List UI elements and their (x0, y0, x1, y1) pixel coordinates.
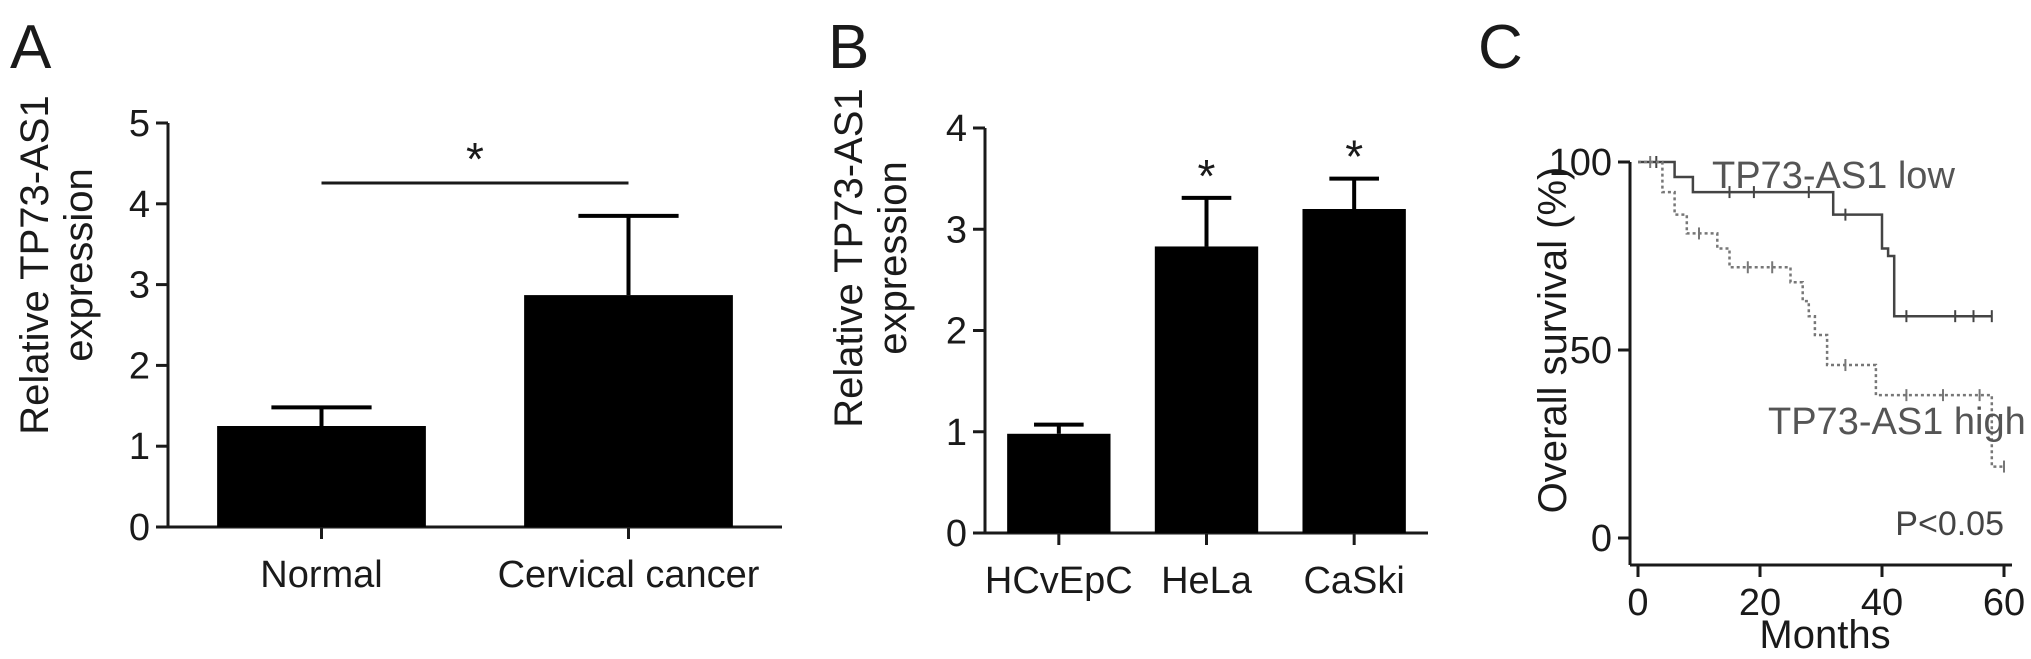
c-ytick-label: 100 (1549, 142, 1612, 184)
panel-a-ylabel-line1: Relative TP73-AS1 (13, 95, 57, 434)
panel-c-axes: 0 50 100 0 20 40 60 (1549, 142, 2026, 624)
survival-curve-low (1638, 160, 1992, 318)
panel-a-label: A (10, 13, 52, 82)
panel-b-ylabel-line2: expression (871, 161, 915, 354)
b-ytick-label: 0 (946, 513, 967, 555)
a-bar (524, 295, 733, 527)
c-xtick-label: 0 (1627, 582, 1648, 624)
b-ytick-label: 4 (946, 108, 967, 150)
panel-a: A 0 1 2 3 4 5 Normal Cervical cancer * Relative… (10, 13, 782, 596)
legend-label-low: TP73-AS1 low (1712, 155, 1955, 197)
panel-c-ylabel: Overall survival (%) (1531, 167, 1575, 514)
c-ytick-label: 50 (1570, 330, 1612, 372)
b-ytick-label: 3 (946, 209, 967, 251)
c-ytick-label: 0 (1591, 518, 1612, 560)
b-ytick-label: 2 (946, 311, 967, 353)
a-ytick-label: 0 (129, 507, 150, 549)
panel-a-ylabel-line2: expression (57, 168, 101, 361)
b-bar (1302, 209, 1406, 533)
a-ytick-label: 2 (129, 345, 150, 387)
b-xtick-label: HeLa (1161, 560, 1253, 602)
c-xtick-label: 60 (1983, 582, 2025, 624)
b-bar (1007, 433, 1111, 533)
panel-c-label: C (1478, 13, 1523, 82)
b-bar (1154, 246, 1259, 533)
panel-c: C 0 50 100 0 20 40 60 Overall survival (%) Mon… (1478, 13, 2026, 657)
a-bar (217, 426, 426, 527)
panel-a-bars: * (217, 133, 733, 527)
c-xtick-label: 40 (1861, 582, 1903, 624)
panel-a-axes: 0 1 2 3 4 5 Normal Cervical cancer (129, 103, 782, 596)
legend-label-high: TP73-AS1 high (1768, 401, 2026, 443)
a-xtick-label: Cervical cancer (498, 554, 760, 596)
a-ytick-label: 5 (129, 103, 150, 145)
a-ytick-label: 4 (129, 184, 150, 226)
a-xtick-label: Normal (260, 554, 382, 596)
panel-c-curves (1638, 156, 2005, 473)
b-significance-marker: * (1345, 131, 1363, 183)
panel-b-label: B (828, 13, 869, 82)
panel-c-xlabel: Months (1759, 613, 1890, 657)
a-ytick-label: 3 (129, 265, 150, 307)
panel-b-ylabel-line1: Relative TP73-AS1 (827, 88, 871, 427)
survival-curve-high (1638, 160, 2004, 468)
b-xtick-label: HCvEpC (985, 560, 1133, 602)
c-xtick-label: 20 (1739, 582, 1781, 624)
a-significance-marker: * (466, 133, 484, 185)
a-ytick-label: 1 (129, 426, 150, 468)
b-significance-marker: * (1198, 150, 1216, 202)
b-ytick-label: 1 (946, 412, 967, 454)
panel-b-bars: * * (1007, 131, 1406, 533)
p-value-annotation: P<0.05 (1895, 505, 2004, 543)
b-xtick-label: CaSki (1303, 560, 1404, 602)
